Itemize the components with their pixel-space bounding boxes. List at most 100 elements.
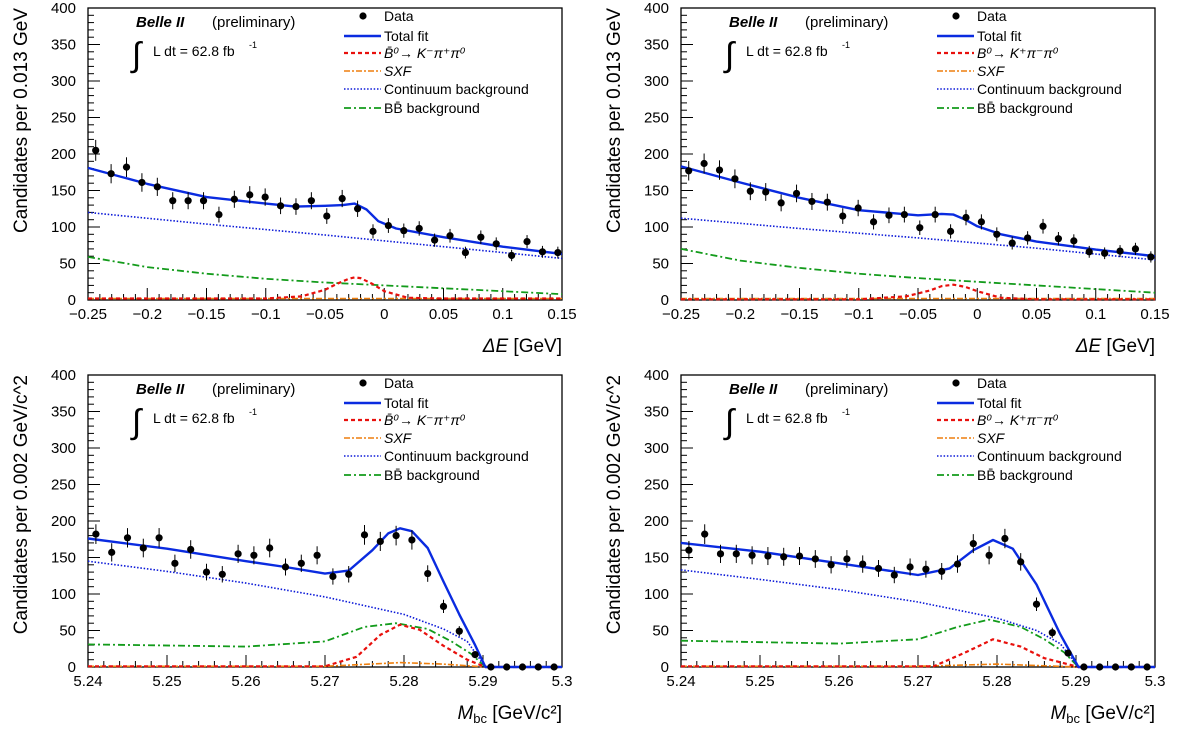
signal-curve — [681, 638, 1155, 669]
data-point — [977, 218, 985, 226]
x-tick-label: 0.1 — [492, 306, 513, 323]
data-point — [869, 218, 878, 226]
continuum-curve — [680, 569, 1155, 668]
y-tick-label: 300 — [51, 73, 76, 90]
x-tick-label: 5.3 — [552, 673, 573, 690]
status-label: (preliminary) — [212, 14, 295, 31]
data-point — [439, 602, 448, 611]
data-point — [732, 550, 740, 558]
data-point — [1127, 663, 1135, 671]
data-point — [276, 202, 285, 210]
data-point — [938, 567, 946, 575]
data-point — [922, 565, 930, 573]
x-tick-label: −0.1 — [251, 306, 281, 323]
data-point — [487, 663, 495, 671]
legend-continuum-label: Continuum background — [384, 448, 529, 464]
data-point — [550, 663, 558, 671]
data-point — [261, 193, 269, 201]
data-point — [777, 199, 785, 207]
legend-continuum-label: Continuum background — [977, 448, 1122, 464]
data-point — [230, 195, 238, 203]
data-point — [408, 536, 416, 544]
data-point — [1143, 663, 1151, 671]
y-tick-label: 200 — [644, 513, 669, 530]
data-point — [250, 551, 258, 559]
chart-svg: 0 50 100 150 200 250 300 350 400 −0.25 −0.2 −0.15 −0… — [604, 0, 1170, 357]
y-tick-label: 400 — [644, 367, 669, 384]
legend-data-marker — [359, 379, 367, 387]
data-point — [701, 530, 709, 538]
plot-mbc-b: 0 50 100 150 200 250 300 350 400 5.24 5.25 5.26 5.27… — [593, 367, 1185, 734]
data-point — [1001, 534, 1009, 543]
legend-signal-label: B̄⁰→ K⁻π⁺π⁰ — [384, 45, 466, 61]
data-point — [155, 534, 163, 542]
lumi-label: L dt = 62.8 fb — [153, 410, 235, 426]
data-point — [92, 530, 100, 538]
legend-data-marker — [359, 12, 367, 20]
y-tick-label: 350 — [644, 37, 669, 54]
data-point — [455, 627, 463, 635]
data-point — [1111, 663, 1120, 671]
x-tick-label: 5.29 — [1061, 673, 1090, 690]
y-axis-label: Candidates per 0.013 GeV — [604, 8, 625, 233]
data-point — [854, 204, 862, 212]
legend-signal-label: B⁰→ K⁺π⁻π⁰ — [977, 412, 1059, 428]
continuum-curve — [680, 217, 1156, 261]
data-point — [171, 559, 179, 567]
data-point — [993, 230, 1001, 238]
data-point — [477, 233, 485, 241]
x-tick-label: 5.24 — [666, 673, 695, 690]
legend-data-label: Data — [384, 375, 414, 391]
y-tick-label: 300 — [51, 440, 76, 457]
y-tick-label: 250 — [51, 477, 76, 494]
y-tick-label: 150 — [51, 550, 76, 567]
x-axis-label: Mbc [GeV/c²] — [457, 703, 562, 726]
data-point — [338, 194, 346, 203]
data-point — [292, 202, 300, 211]
data-point — [384, 221, 392, 230]
y-tick-label: 100 — [51, 219, 76, 236]
experiment-label: Belle II — [136, 14, 185, 31]
data-point — [1080, 663, 1088, 671]
data-point — [962, 213, 970, 222]
y-tick-label: 200 — [51, 146, 76, 163]
x-tick-label: −0.2 — [132, 306, 162, 323]
y-tick-label: 150 — [51, 183, 76, 200]
x-axis-symbol: M — [1050, 703, 1066, 724]
legend-data-marker — [952, 12, 960, 20]
x-tick-label: −0.1 — [844, 306, 874, 323]
x-tick-label: −0.05 — [306, 306, 344, 323]
x-tick-label: 5.26 — [824, 673, 853, 690]
continuum-curve — [87, 560, 562, 668]
data-point — [471, 650, 479, 659]
data-point — [202, 568, 211, 576]
data-point — [446, 232, 454, 240]
data-point — [946, 227, 955, 235]
data-point — [885, 211, 893, 219]
legend-sxf-label: SXF — [384, 63, 413, 79]
lumi-exponent: -1 — [249, 40, 257, 50]
data-point — [307, 197, 315, 205]
data-point — [108, 548, 116, 556]
legend-data-marker — [952, 379, 960, 387]
data-point — [92, 146, 100, 154]
y-tick-label: 100 — [51, 586, 76, 603]
y-tick-label: 350 — [644, 404, 669, 421]
x-axis-symbol: ΔE — [482, 336, 509, 357]
plot-deltaE-bbar: 0 50 100 150 200 250 300 350 400 −0.25 −0.2 −0.15 −0… — [0, 0, 592, 367]
data-point — [246, 191, 254, 199]
x-tick-label: 5.25 — [152, 673, 181, 690]
x-tick-label: −0.15 — [781, 306, 819, 323]
data-point — [323, 212, 331, 220]
data-point — [187, 545, 195, 554]
x-tick-label: 0.05 — [1022, 306, 1051, 323]
x-tick-label: 5.3 — [1145, 673, 1166, 690]
data-point — [1116, 247, 1124, 255]
data-point — [199, 197, 208, 205]
experiment-label: Belle II — [136, 381, 185, 398]
x-tick-label: 0 — [380, 306, 388, 323]
legend-continuum-label: Continuum background — [384, 81, 529, 97]
x-tick-label: −0.05 — [899, 306, 937, 323]
data-point — [554, 248, 562, 257]
data-point — [266, 544, 274, 552]
